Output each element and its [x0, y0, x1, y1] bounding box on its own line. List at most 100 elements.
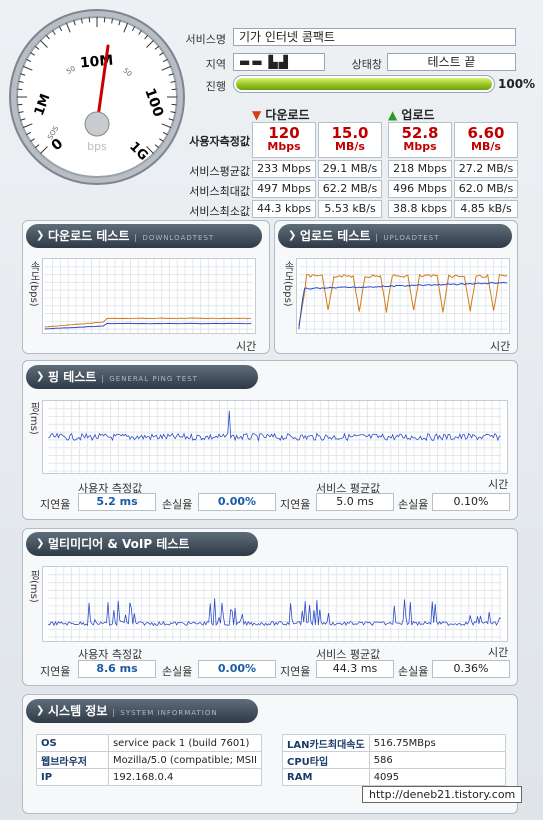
speed-cell-ul-mbs: 4.85 kB/s [454, 200, 518, 218]
upload-x-label: 시간 [490, 340, 511, 353]
row-label-2: 서비스최대값 [189, 185, 250, 198]
gauge-tick [131, 26, 136, 32]
row-label-1: 서비스평균값 [189, 165, 250, 178]
speed-cell-ul-mbps: 38.8 kbps [388, 200, 452, 218]
region-field: ▬▬ ▙▟ [233, 53, 325, 71]
user-dl-mbs: 15.0 MB/s [318, 122, 382, 158]
system-info-row: IP 192.168.0.4 [36, 768, 263, 786]
system-info-value: service pack 1 (build 7601) [107, 734, 263, 752]
voip-user-loss-label: 손실율 [162, 665, 193, 678]
status-field: 테스트 끝 [387, 53, 516, 71]
gauge-tick [168, 73, 174, 76]
speed-cell-dl-mbps: 233 Mbps [252, 160, 316, 178]
ping-user-latency: 5.2 ms [78, 493, 156, 511]
gauge-tick [162, 58, 168, 63]
user-ul-mbps: 52.8 Mbps [388, 122, 452, 158]
speed-cell-ul-mbps: 218 Mbps [388, 160, 452, 178]
system-info-key: CPU타입 [282, 751, 370, 769]
system-info-title: ❯ 시스템 정보 SYSTEM INFORMATION [26, 699, 258, 723]
gauge-tick [144, 34, 149, 40]
chevron-right-icon: ❯ [36, 538, 45, 549]
chevron-right-icon: ❯ [36, 705, 45, 716]
gauge-tick [154, 45, 160, 50]
voip-x-label: 시간 [488, 646, 509, 659]
user-dl-mbps: 120 Mbps [252, 122, 316, 158]
service-name-label: 서비스명 [185, 33, 226, 46]
gauge-tick [58, 26, 63, 32]
system-info-right-table: LAN카드최대속도 516.75MBps CPU타입 586 RAM 4095 [282, 734, 507, 786]
upload-trace-orange [298, 273, 508, 326]
gauge-label-extra-3: 50 [65, 65, 77, 76]
ping-service-latency: 5.0 ms [316, 493, 394, 511]
gauge-tick [45, 34, 50, 40]
gauge-tick [146, 40, 154, 48]
gauge-label-extra-2: 50 [121, 67, 133, 79]
url-tooltip: http://deneb21.tistory.com [362, 786, 523, 803]
gauge-tick [20, 73, 26, 76]
speed-cell-dl-mbs: 5.53 kB/s [318, 200, 382, 218]
system-info-value: 192.168.0.4 [107, 768, 263, 786]
row-label-3: 서비스최소값 [189, 205, 250, 218]
voip-service-label: 서비스 평균값 [316, 648, 381, 661]
gauge-tick [161, 123, 172, 129]
region-label: 지역 [205, 58, 226, 71]
gauge-tick [26, 131, 32, 136]
speed-cell-dl-mbps: 44.3 kbps [252, 200, 316, 218]
upload-header: ▲ 업로드 [388, 108, 435, 122]
speed-cell-dl-mbs: 29.1 MB/s [318, 160, 382, 178]
gauge-tick [18, 80, 24, 83]
voip-user-latency-label: 지연율 [40, 665, 71, 678]
progress-percent: 100% [498, 77, 536, 91]
system-info-key: IP [36, 768, 109, 786]
system-info-key: 웹브라우저 [36, 751, 109, 769]
progress-label: 진행 [205, 80, 226, 93]
download-y-label: 속도(bps) [28, 261, 39, 307]
progress-bar [233, 75, 495, 93]
gauge-tick [26, 58, 32, 63]
ping-service-loss-label: 손실율 [398, 498, 429, 511]
gauge-tick [18, 111, 24, 114]
speed-gauge: 10M 1M 0 100 1G SOS 50 50 bps [9, 9, 185, 185]
system-info-row: OS service pack 1 (build 7601) [36, 734, 263, 752]
system-info-key: RAM [282, 768, 370, 786]
voip-service-loss: 0.36% [432, 660, 510, 678]
gauge-tick [40, 146, 48, 154]
ping-y-label: 핑(ms) [28, 401, 39, 435]
ping-user-latency-label: 지연율 [40, 498, 71, 511]
ping-trace [48, 410, 501, 442]
chevron-right-icon: ❯ [36, 230, 45, 241]
system-info-key: LAN카드최대속도 [282, 734, 370, 752]
voip-user-label: 사용자 측정값 [78, 648, 143, 661]
ping-user-label: 사용자 측정값 [78, 482, 143, 495]
gauge-tick [65, 22, 71, 33]
voip-service-latency-label: 지연율 [280, 665, 311, 678]
download-header: ▼ 다운로드 [252, 108, 310, 122]
gauge-label-1m: 1M [32, 92, 54, 118]
system-info-row: LAN카드최대속도 516.75MBps [282, 734, 507, 752]
row-label-user: 사용자측정값 [189, 135, 250, 148]
gauge-tick [162, 131, 168, 136]
gauge-tick [22, 123, 33, 129]
system-info-row: RAM 4095 [282, 768, 507, 786]
gauge-tick [73, 20, 76, 26]
download-chart [42, 258, 256, 334]
gauge-tick [30, 52, 35, 56]
ping-service-latency-label: 지연율 [280, 498, 311, 511]
voip-user-loss: 0.00% [198, 660, 276, 678]
speed-cell-dl-mbs: 62.2 MB/s [318, 180, 382, 198]
ping-service-label: 서비스 평균값 [316, 482, 381, 495]
gauge-tick [34, 144, 40, 149]
download-trace-blue [44, 322, 252, 330]
voip-chart [42, 566, 508, 642]
voip-y-label: 핑(ms) [28, 569, 39, 603]
download-trace-orange [44, 317, 252, 328]
ping-chart [42, 400, 508, 474]
speed-cell-ul-mbs: 27.2 MB/s [454, 160, 518, 178]
progress-bar-fill [236, 78, 492, 90]
chevron-right-icon: ❯ [36, 371, 45, 382]
download-test-title: ❯ 다운로드 테스트 DOWNLOADTEST [26, 224, 262, 248]
gauge-label-10m: 10M [79, 53, 114, 72]
up-arrow-icon: ▲ [388, 108, 398, 122]
service-name-field: 기가 인터넷 콤팩트 [233, 28, 516, 46]
